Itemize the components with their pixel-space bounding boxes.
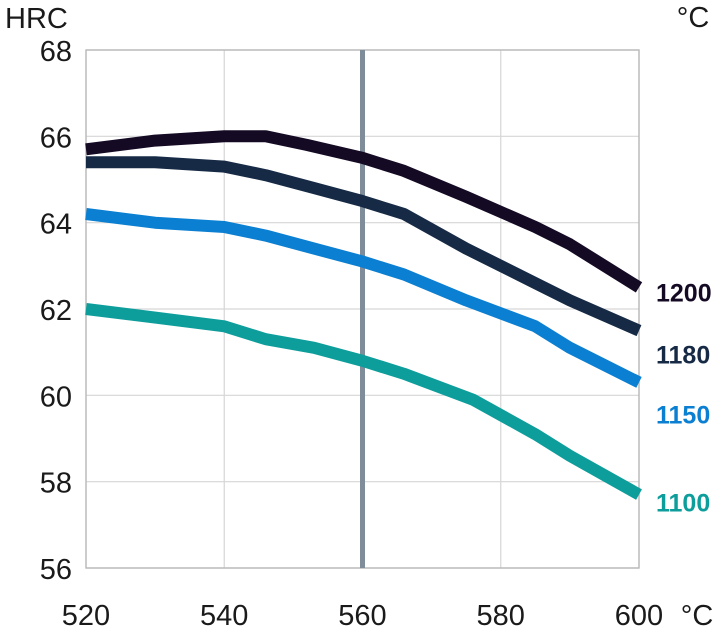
series-line-1180 — [86, 156, 642, 337]
y-tick-label: 68 — [40, 36, 72, 68]
y-tick-label: 58 — [40, 468, 72, 500]
y-tick-label: 60 — [40, 381, 72, 413]
series-label-1150: 1150 — [656, 401, 710, 429]
series-labels: 1200 1180 1150 1100 — [656, 279, 712, 517]
x-tick-label: 520 — [62, 600, 110, 632]
series-group — [85, 130, 643, 500]
series-label-1200: 1200 — [656, 279, 712, 307]
y-axis-unit: HRC — [5, 3, 68, 35]
series-label-1180: 1180 — [656, 342, 710, 370]
y-tick-label: 64 — [40, 209, 72, 241]
x-tick-label: 560 — [338, 600, 386, 632]
series-line-1200 — [85, 130, 643, 293]
series-label-1100: 1100 — [656, 490, 710, 518]
series-line-1150 — [85, 208, 642, 388]
x-tick-label: 580 — [477, 600, 525, 632]
y-axis-ticks: 68 66 64 62 60 58 56 — [40, 36, 72, 586]
x-axis-unit: °C — [681, 600, 714, 632]
legend-unit: °C — [677, 2, 710, 34]
x-axis-ticks: 520 540 560 580 600 — [62, 600, 663, 632]
x-tick-label: 540 — [200, 600, 248, 632]
y-tick-label: 66 — [40, 122, 72, 154]
series-line-1100 — [85, 303, 642, 500]
y-tick-label: 62 — [40, 295, 72, 327]
x-tick-label: 600 — [615, 600, 663, 632]
y-tick-label: 56 — [40, 554, 72, 586]
